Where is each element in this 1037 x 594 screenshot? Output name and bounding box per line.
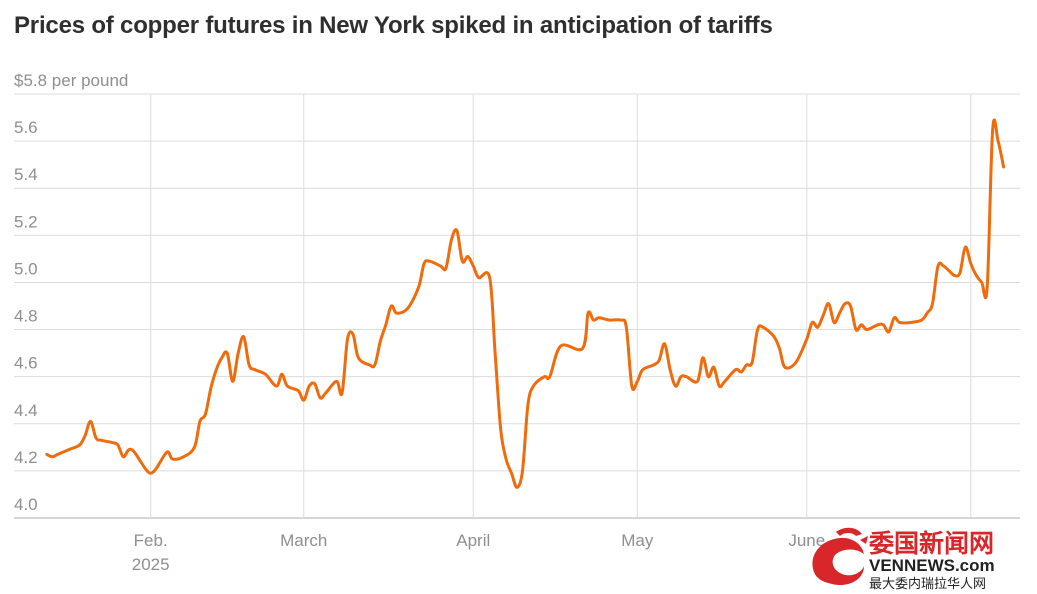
gridlines bbox=[14, 93, 1020, 519]
y-tick-label: 4.8 bbox=[14, 307, 38, 326]
watermark-site: VENNEWS.com bbox=[869, 556, 995, 575]
x-tick-label: June bbox=[788, 531, 825, 550]
watermark-title: 委国新闻网 bbox=[868, 529, 994, 558]
watermark-tagline: 最大委内瑞拉华人网 bbox=[869, 576, 986, 592]
chart-title: Prices of copper futures in New York spi… bbox=[14, 12, 773, 39]
x-tick-label: May bbox=[621, 531, 654, 550]
y-tick-label: 5.6 bbox=[14, 118, 38, 137]
y-tick-label: 5.0 bbox=[14, 259, 38, 278]
y-tick-label: 4.2 bbox=[14, 448, 38, 467]
y-tick-label: 5.4 bbox=[14, 165, 38, 184]
y-tick-label: $5.8 per pound bbox=[14, 71, 128, 90]
x-tick-year-label: 2025 bbox=[132, 555, 170, 574]
y-tick-label: 5.2 bbox=[14, 212, 38, 231]
y-axis-labels: $5.8 per pound 5.6 5.4 5.2 5.0 4.8 4.6 4.4 4.2 4.… bbox=[14, 71, 128, 514]
x-tick-label: April bbox=[456, 531, 490, 550]
x-tick-label: Feb. bbox=[134, 531, 168, 550]
vennews-watermark: 委国新闻网 VENNEWS.com 最大委内瑞拉华人网 bbox=[812, 527, 995, 592]
x-axis-labels: Feb. 2025 March April May June bbox=[132, 531, 825, 574]
copper-price-line bbox=[45, 118, 1006, 489]
x-tick-label: March bbox=[280, 531, 327, 550]
y-tick-label: 4.6 bbox=[14, 354, 38, 373]
dragon-logo-icon bbox=[812, 527, 868, 586]
y-tick-label: 4.4 bbox=[14, 401, 38, 420]
y-tick-label: 4.0 bbox=[14, 495, 38, 514]
